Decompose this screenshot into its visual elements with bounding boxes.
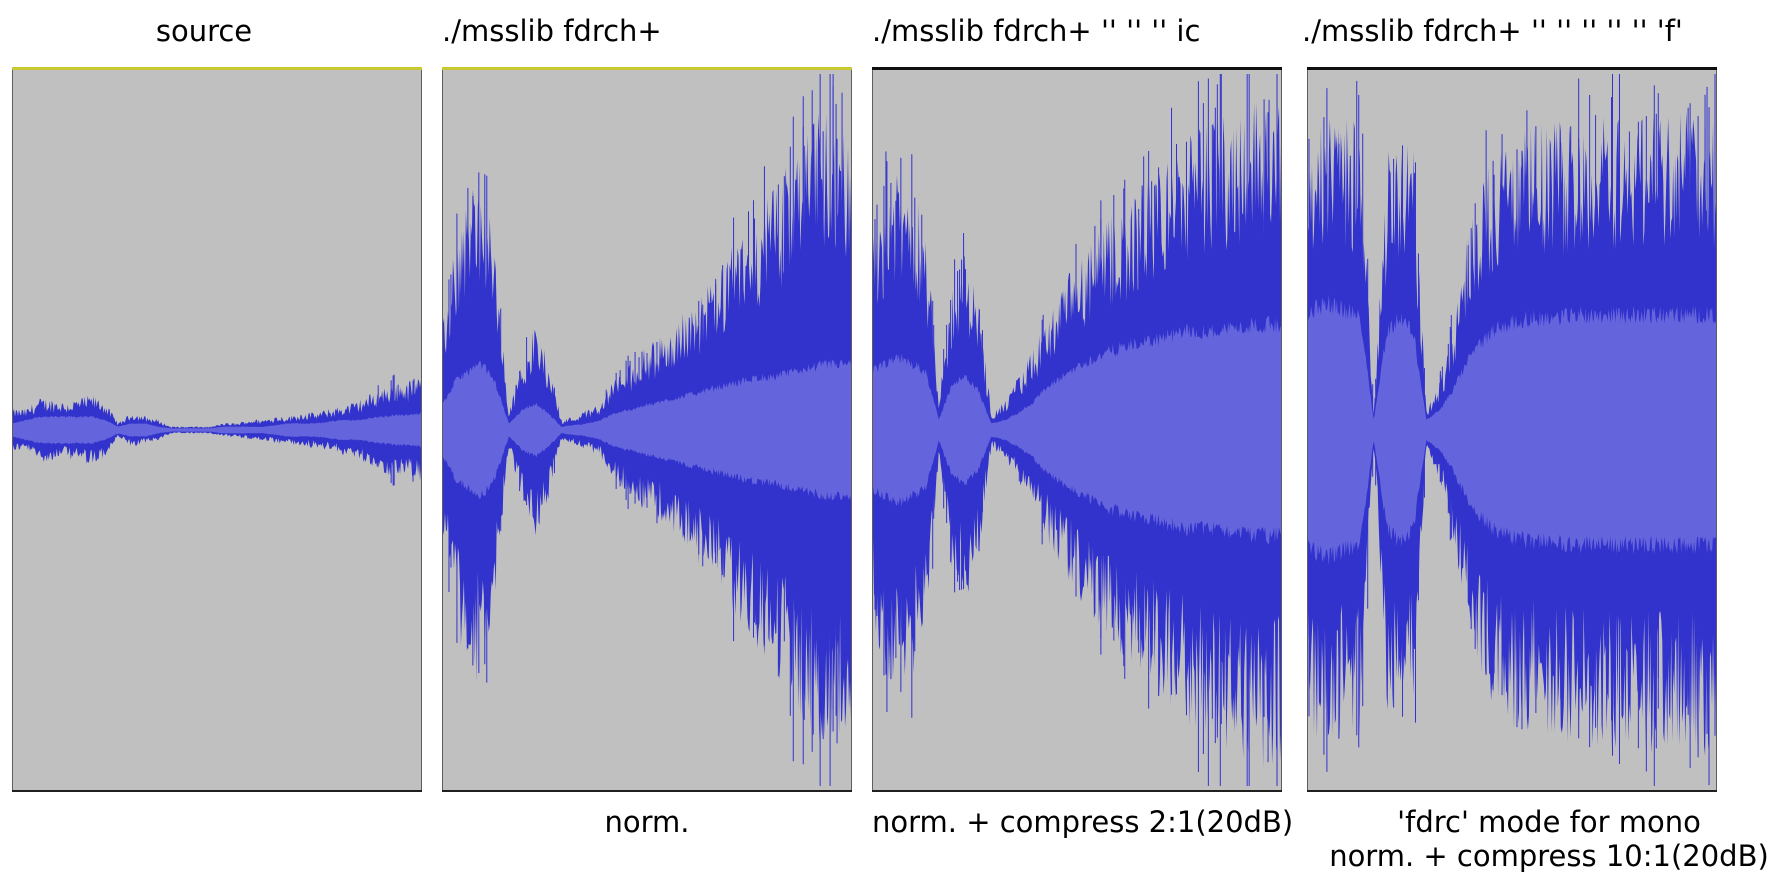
panel-title-fdrch-f: ./msslib fdrch+ '' '' '' '' '' 'f' [1302,14,1683,48]
waveform-panel-norm [442,67,852,792]
waveform-source [13,374,421,486]
waveform-norm [443,74,851,786]
caption-line: norm. + compress 10:1(20dB) [1329,839,1769,873]
panel-title-fdrch-ic: ./msslib fdrch+ '' '' '' ic [872,14,1201,48]
panel-top-border [442,67,852,70]
panel-title-fdrch: ./msslib fdrch+ [442,14,662,48]
waveform-rms [873,316,1281,544]
waveform-rms [443,359,851,501]
panel-bottom-border [872,790,1282,792]
panel-bottom-border [12,790,422,792]
caption-line: 'fdrc' mode for mono [1397,805,1701,839]
waveform-panel-compress-2to1 [872,67,1282,792]
waveform-compress-2to1 [873,74,1281,786]
waveform-rms [13,412,421,448]
caption-line: norm. [604,805,690,839]
panel-bottom-border [442,790,852,792]
waveform-panel-compress-10to1 [1307,67,1717,792]
waveform-rms [1308,294,1716,566]
panel-bottom-border [1307,790,1717,792]
panel-top-border [872,67,1282,70]
panel-caption-compress-10to1: 'fdrc' mode for mono norm. + compress 10… [1318,805,1780,873]
caption-line: norm. + compress 2:1(20dB) [872,805,1294,839]
waveform-panel-source [12,67,422,792]
panel-top-border [12,67,422,70]
panel-top-border [1307,67,1717,70]
panel-caption-compress-2to1: norm. + compress 2:1(20dB) [872,805,1312,839]
panel-caption-norm: norm. [442,805,852,839]
waveform-compress-10to1 [1308,74,1716,786]
panel-title-source: source [155,14,253,48]
